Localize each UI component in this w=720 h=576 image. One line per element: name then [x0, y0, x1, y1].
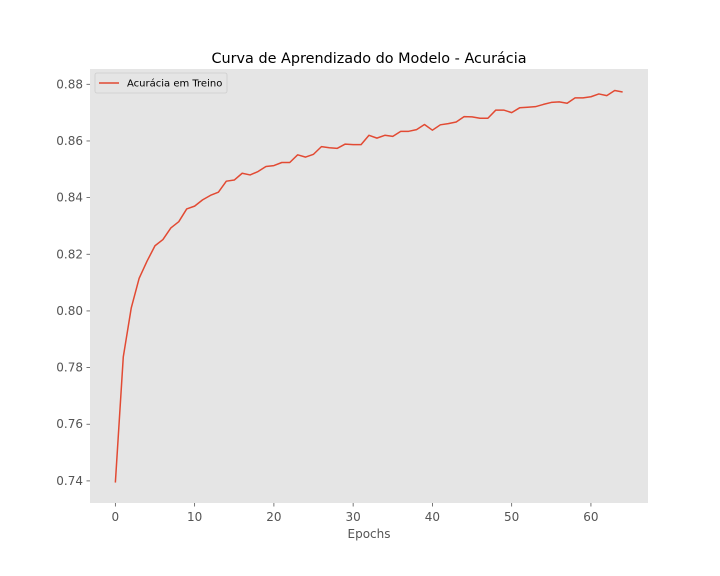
y-tick-label: 0.84	[56, 191, 83, 205]
legend-box	[94, 72, 228, 94]
legend-label: Acurácia em Treino	[127, 78, 222, 90]
y-tick-label: 0.78	[56, 361, 83, 375]
x-tick-label: 40	[425, 510, 440, 524]
x-tick-label: 20	[266, 510, 281, 524]
y-tick-label: 0.76	[56, 417, 83, 431]
y-tick-label: 0.86	[56, 134, 83, 148]
series-line-training-accuracy	[114, 89, 623, 483]
x-tick-label: 0	[112, 510, 120, 524]
x-axis-label: Epochs	[348, 527, 391, 541]
y-tick-label: 0.80	[56, 304, 83, 318]
legend: Acurácia em Treino	[94, 72, 228, 94]
x-tick-label: 10	[187, 510, 202, 524]
y-tick-label: 0.82	[56, 247, 83, 261]
y-tick-label: 0.88	[56, 77, 83, 91]
chart-title: Curva de Aprendizado do Modelo - Acuráci…	[211, 51, 526, 67]
x-axis-ticks: 0 10 20 30 40 50 60	[112, 503, 599, 524]
x-tick-label: 50	[504, 510, 519, 524]
y-tick-label: 0.74	[56, 474, 83, 488]
x-tick-label: 60	[583, 510, 598, 524]
y-axis-ticks: 0.74 0.76 0.78 0.80 0.82 0.84 0.86 0.88	[56, 77, 90, 488]
plot-area	[90, 69, 648, 503]
x-tick-label: 30	[346, 510, 361, 524]
